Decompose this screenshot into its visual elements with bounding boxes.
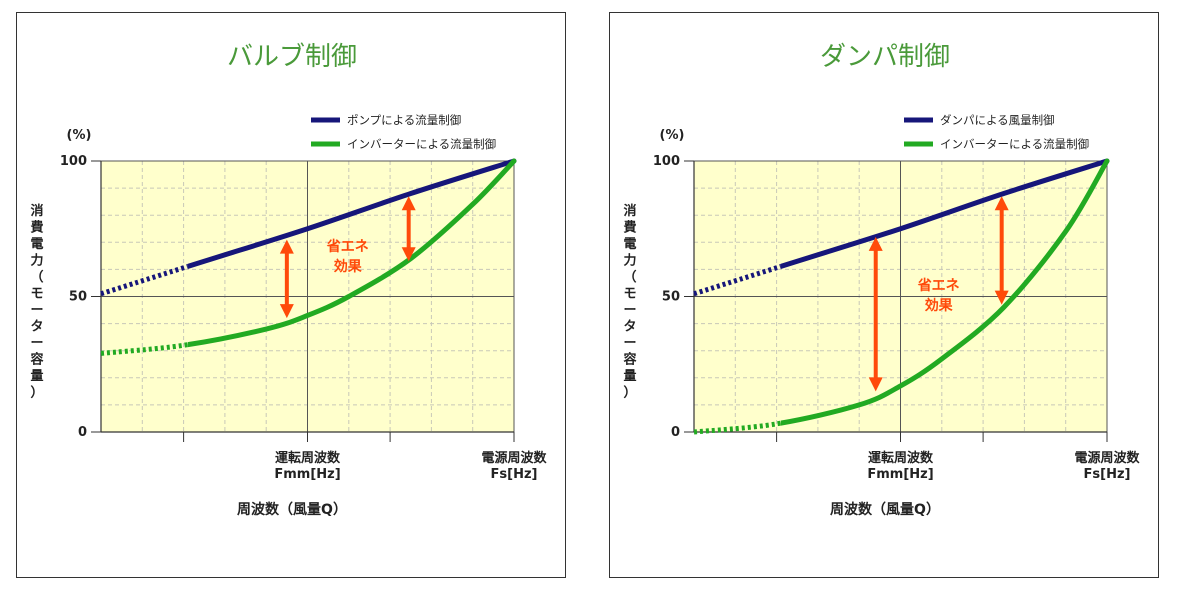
energy-saving-label: 効果: [334, 258, 363, 275]
legend-label: インバーターによる流量制御: [940, 137, 1089, 151]
series-line-dotted: [100, 263, 188, 297]
y-axis-label-char: （: [30, 269, 43, 285]
y-axis-label-char: ）: [30, 385, 43, 401]
damper-control-chart: ダンパ制御050100(%)消費電力（モーター容量）運転周波数Fmm[Hz]電源…: [622, 42, 1140, 518]
y-axis-label-char: タ: [623, 320, 636, 335]
savings-arrow-head-down: [279, 304, 294, 319]
chart-title: バルブ制御: [227, 42, 357, 72]
y-axis-label-char: 容: [622, 352, 636, 368]
y-axis-label-char: 量: [623, 369, 636, 384]
savings-arrow-head-up: [868, 236, 883, 251]
energy-saving-label: 省エネ: [326, 238, 369, 255]
y-axis-label-char: モ: [30, 287, 43, 302]
x-annotation-label: Fmm[Hz]: [274, 467, 340, 482]
y-axis-label-char: 電: [623, 237, 636, 252]
energy-saving-label: 省エネ: [917, 277, 960, 294]
x-annotation-label: 運転周波数: [275, 450, 341, 466]
x-axis-label: 周波数（風量Q）: [237, 501, 347, 518]
x-annotation-label: Fs[Hz]: [1084, 467, 1131, 482]
y-axis-label-char: ）: [623, 385, 636, 401]
y-axis-label-char: 費: [30, 220, 43, 236]
savings-arrow-head-up: [401, 196, 416, 211]
y-tick-label: 50: [69, 290, 87, 305]
savings-arrow-head-up: [994, 196, 1009, 211]
y-axis-label-char: タ: [30, 320, 43, 335]
y-tick-label: 100: [60, 154, 87, 169]
series-line: [780, 158, 1110, 426]
chart-panel-damper: ダンパ制御 0 50 100 (%) 消費電力（モーター容量）運転周波数 Fmm[Hz] 電源…: [609, 12, 1159, 578]
y-tick-label: 50: [662, 290, 680, 305]
y-axis-label-char: 消: [30, 203, 43, 219]
series-line: [187, 158, 517, 270]
x-annotation-label: Fmm[Hz]: [867, 467, 933, 482]
y-axis-label-char: 力: [623, 253, 636, 269]
series-line: [187, 158, 517, 348]
savings-arrow-head-down: [868, 377, 883, 392]
y-axis-label-char: ー: [623, 303, 636, 318]
y-axis-label-char: 量: [30, 369, 43, 384]
y-tick-label: 0: [671, 425, 680, 440]
series-line: [780, 158, 1110, 270]
chart-panel-valve: バルブ制御 0 50 100 (%) 消費電力（モーター容量）運転周波数 Fmm[Hz] 電源…: [16, 12, 566, 578]
y-axis-label-char: モ: [623, 287, 636, 302]
y-axis-label-char: 容: [29, 352, 43, 368]
savings-arrow-head-up: [279, 239, 294, 254]
series-line-dotted: [693, 420, 781, 435]
y-axis-label-char: （: [623, 269, 636, 285]
legend-label: ポンプによる流量制御: [347, 113, 461, 127]
legend-label: ダンパによる風量制御: [940, 113, 1055, 127]
x-axis-label: 周波数（風量Q）: [830, 501, 940, 518]
x-annotation-label: Fs[Hz]: [491, 467, 538, 482]
x-annotation-label: 電源周波数: [481, 450, 547, 466]
y-axis-label-char: 電: [30, 237, 43, 252]
y-axis-label-char: 費: [623, 220, 636, 236]
energy-saving-label: 効果: [925, 297, 954, 314]
x-annotation-label: 電源周波数: [1074, 450, 1140, 466]
series-line-dotted: [693, 263, 781, 297]
legend-label: インバーターによる流量制御: [347, 137, 496, 151]
valve-control-chart: バルブ制御050100(%)消費電力（モーター容量）運転周波数Fmm[Hz]電源…: [29, 42, 547, 518]
y-axis-label-char: ー: [623, 336, 636, 351]
savings-arrow-head-down: [401, 247, 416, 262]
y-axis-unit: (%): [660, 128, 685, 143]
y-tick-label: 0: [78, 425, 87, 440]
savings-arrow-head-down: [994, 290, 1009, 305]
y-axis-unit: (%): [67, 128, 92, 143]
y-axis-label-char: 消: [623, 203, 636, 219]
y-axis-label-char: ー: [30, 303, 43, 318]
y-tick-label: 100: [653, 154, 680, 169]
y-axis-label-char: 力: [30, 253, 43, 269]
x-annotation-label: 運転周波数: [868, 450, 934, 466]
chart-title: ダンパ制御: [820, 42, 950, 72]
y-axis-label-char: ー: [30, 336, 43, 351]
